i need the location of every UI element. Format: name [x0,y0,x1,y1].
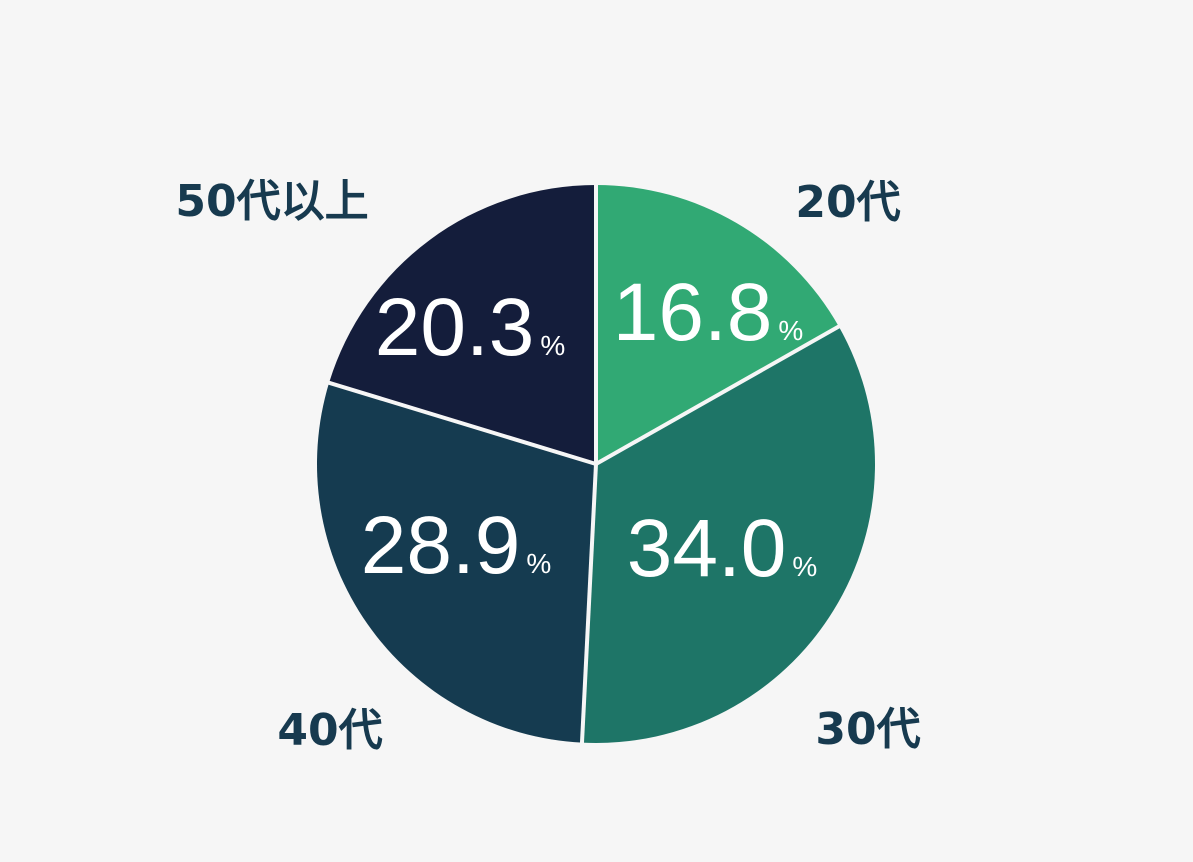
category-label-4: 50代以上 [175,176,368,227]
value-label-3: 28.9% [361,500,552,591]
value-label-4: 20.3% [375,282,566,373]
percent-sign-3: % [526,548,551,579]
pie-slice-1 [596,185,839,464]
value-number-2: 34.0 [627,503,787,594]
category-label-1: 20代 [795,177,900,228]
slice-separator-4 [326,380,597,466]
pie-slice-4 [329,185,596,464]
slice-separator-3 [579,463,598,745]
pie-slice-3 [316,382,596,743]
percent-sign-1: % [778,315,803,346]
category-label-2: 30代 [815,704,920,755]
percent-sign-2: % [792,551,817,582]
percent-sign-4: % [540,330,565,361]
value-number-4: 20.3 [375,282,535,373]
value-label-1: 16.8% [613,267,804,358]
category-label-3: 40代 [277,705,382,756]
value-number-3: 28.9 [361,500,521,591]
slice-separator-2 [595,323,842,466]
slice-separators [326,183,842,745]
value-label-2: 34.0% [627,503,818,594]
value-number-1: 16.8 [613,267,773,358]
